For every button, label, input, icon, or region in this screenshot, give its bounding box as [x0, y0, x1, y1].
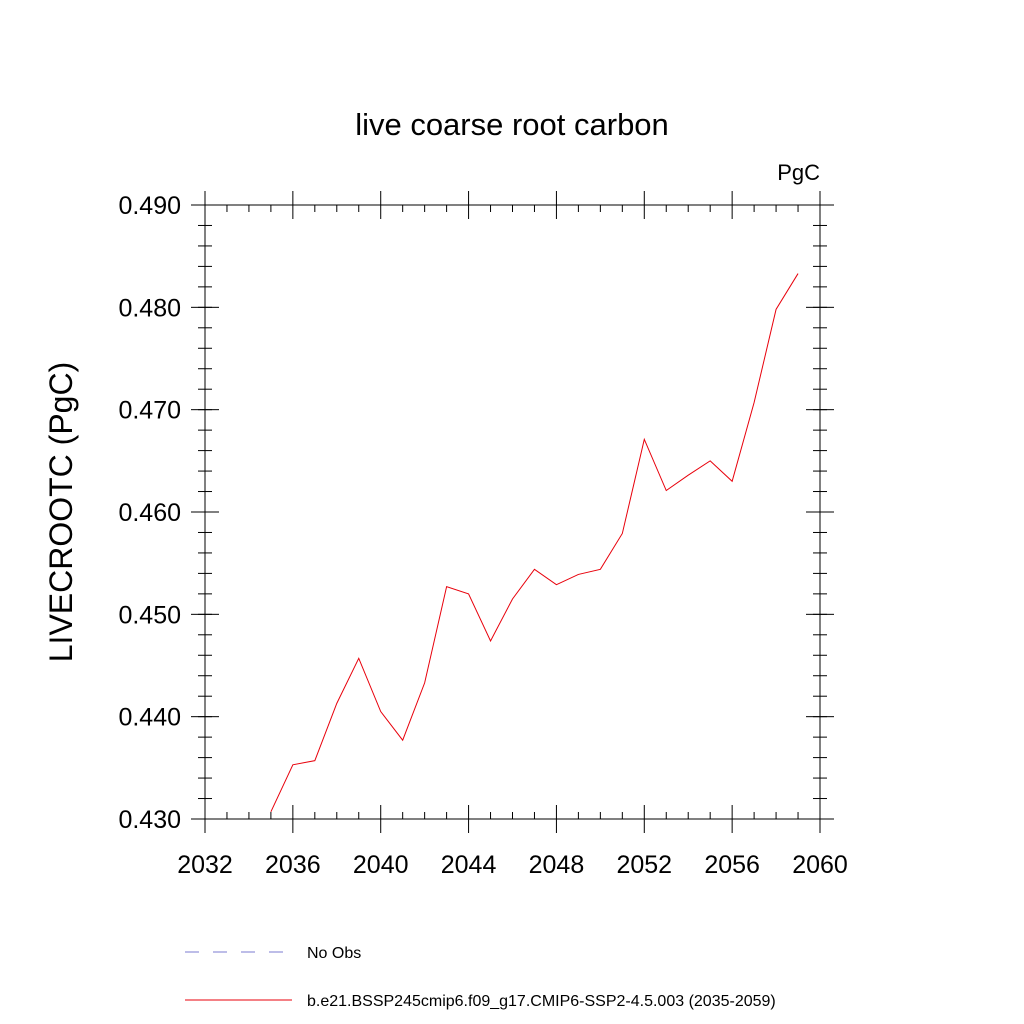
units-label: PgC: [777, 160, 820, 185]
axis-ticks: [191, 191, 834, 833]
x-tick-label: 2040: [353, 851, 409, 879]
series-layer: [270, 273, 799, 813]
x-tick-label: 2044: [441, 851, 497, 879]
legend-label-1: b.e21.BSSP245cmip6.f09_g17.CMIP6-SSP2-4.…: [307, 993, 776, 1010]
y-tick-label: 0.440: [118, 704, 181, 732]
y-tick-label: 0.450: [118, 601, 181, 629]
x-tick-label: 2056: [704, 851, 760, 879]
legend-label-0: No Obs: [307, 945, 361, 962]
x-tick-label: 2032: [177, 851, 233, 879]
y-tick-label: 0.470: [118, 397, 181, 425]
y-axis-label: LIVECROOTC (PgC): [43, 362, 79, 662]
legend: No Obs b.e21.BSSP245cmip6.f09_g17.CMIP6-S…: [185, 945, 776, 1010]
axis-tick-labels: 2032 2036 2040 2044 2048 2052 2056 2060 0.430 0.4…: [118, 192, 847, 879]
x-tick-label: 2052: [616, 851, 672, 879]
series-line-0: [270, 273, 799, 813]
x-tick-label: 2060: [792, 851, 848, 879]
y-tick-label: 0.430: [118, 806, 181, 834]
y-tick-label: 0.460: [118, 499, 181, 527]
chart-title: live coarse root carbon: [355, 107, 669, 142]
x-tick-label: 2048: [529, 851, 585, 879]
plot-frame: [204, 204, 821, 820]
y-tick-label: 0.490: [118, 192, 181, 220]
x-tick-label: 2036: [265, 851, 321, 879]
y-tick-label: 0.480: [118, 294, 181, 322]
